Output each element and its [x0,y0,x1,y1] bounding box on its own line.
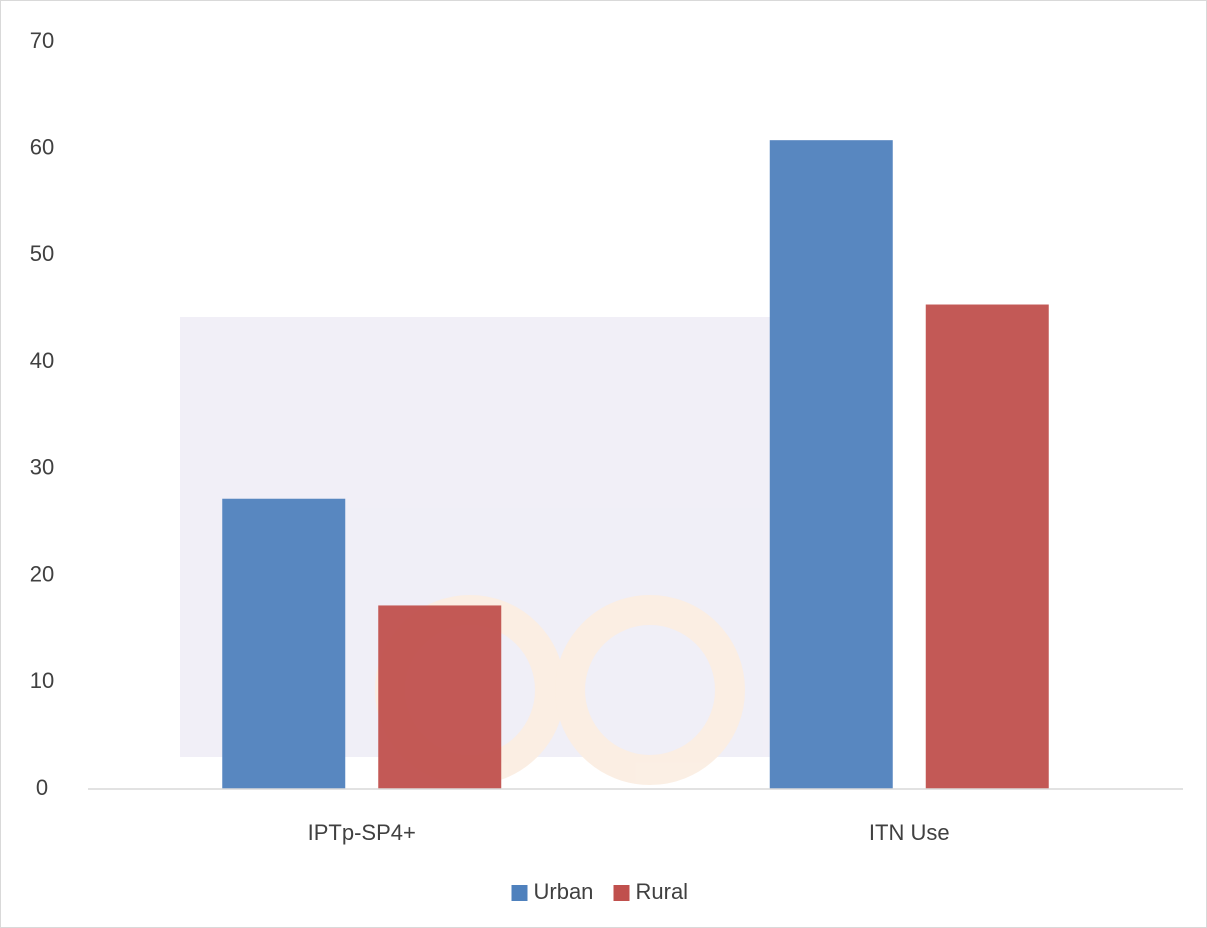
x-tick-label: ITN Use [869,820,950,845]
x-tick-label: IPTp-SP4+ [308,820,416,845]
legend-label: Urban [534,879,594,904]
legend-swatch [614,885,630,901]
y-tick-label: 70 [30,28,54,53]
chart: 0 10 20 30 40 50 60 70 IPTp-SP4+ ITN Use Urban Rura… [0,0,1207,928]
y-tick-label: 20 [30,561,54,586]
y-tick-label: 0 [36,775,48,800]
y-tick-label: 40 [30,348,54,373]
y-tick-label: 10 [30,668,54,693]
bar [222,499,345,789]
bar [926,305,1049,789]
legend-label: Rural [636,879,689,904]
bar [378,605,501,789]
bar [770,140,893,789]
y-tick-label: 30 [30,455,54,480]
y-tick-label: 60 [30,135,54,160]
legend-swatch [512,885,528,901]
y-tick-label: 50 [30,241,54,266]
